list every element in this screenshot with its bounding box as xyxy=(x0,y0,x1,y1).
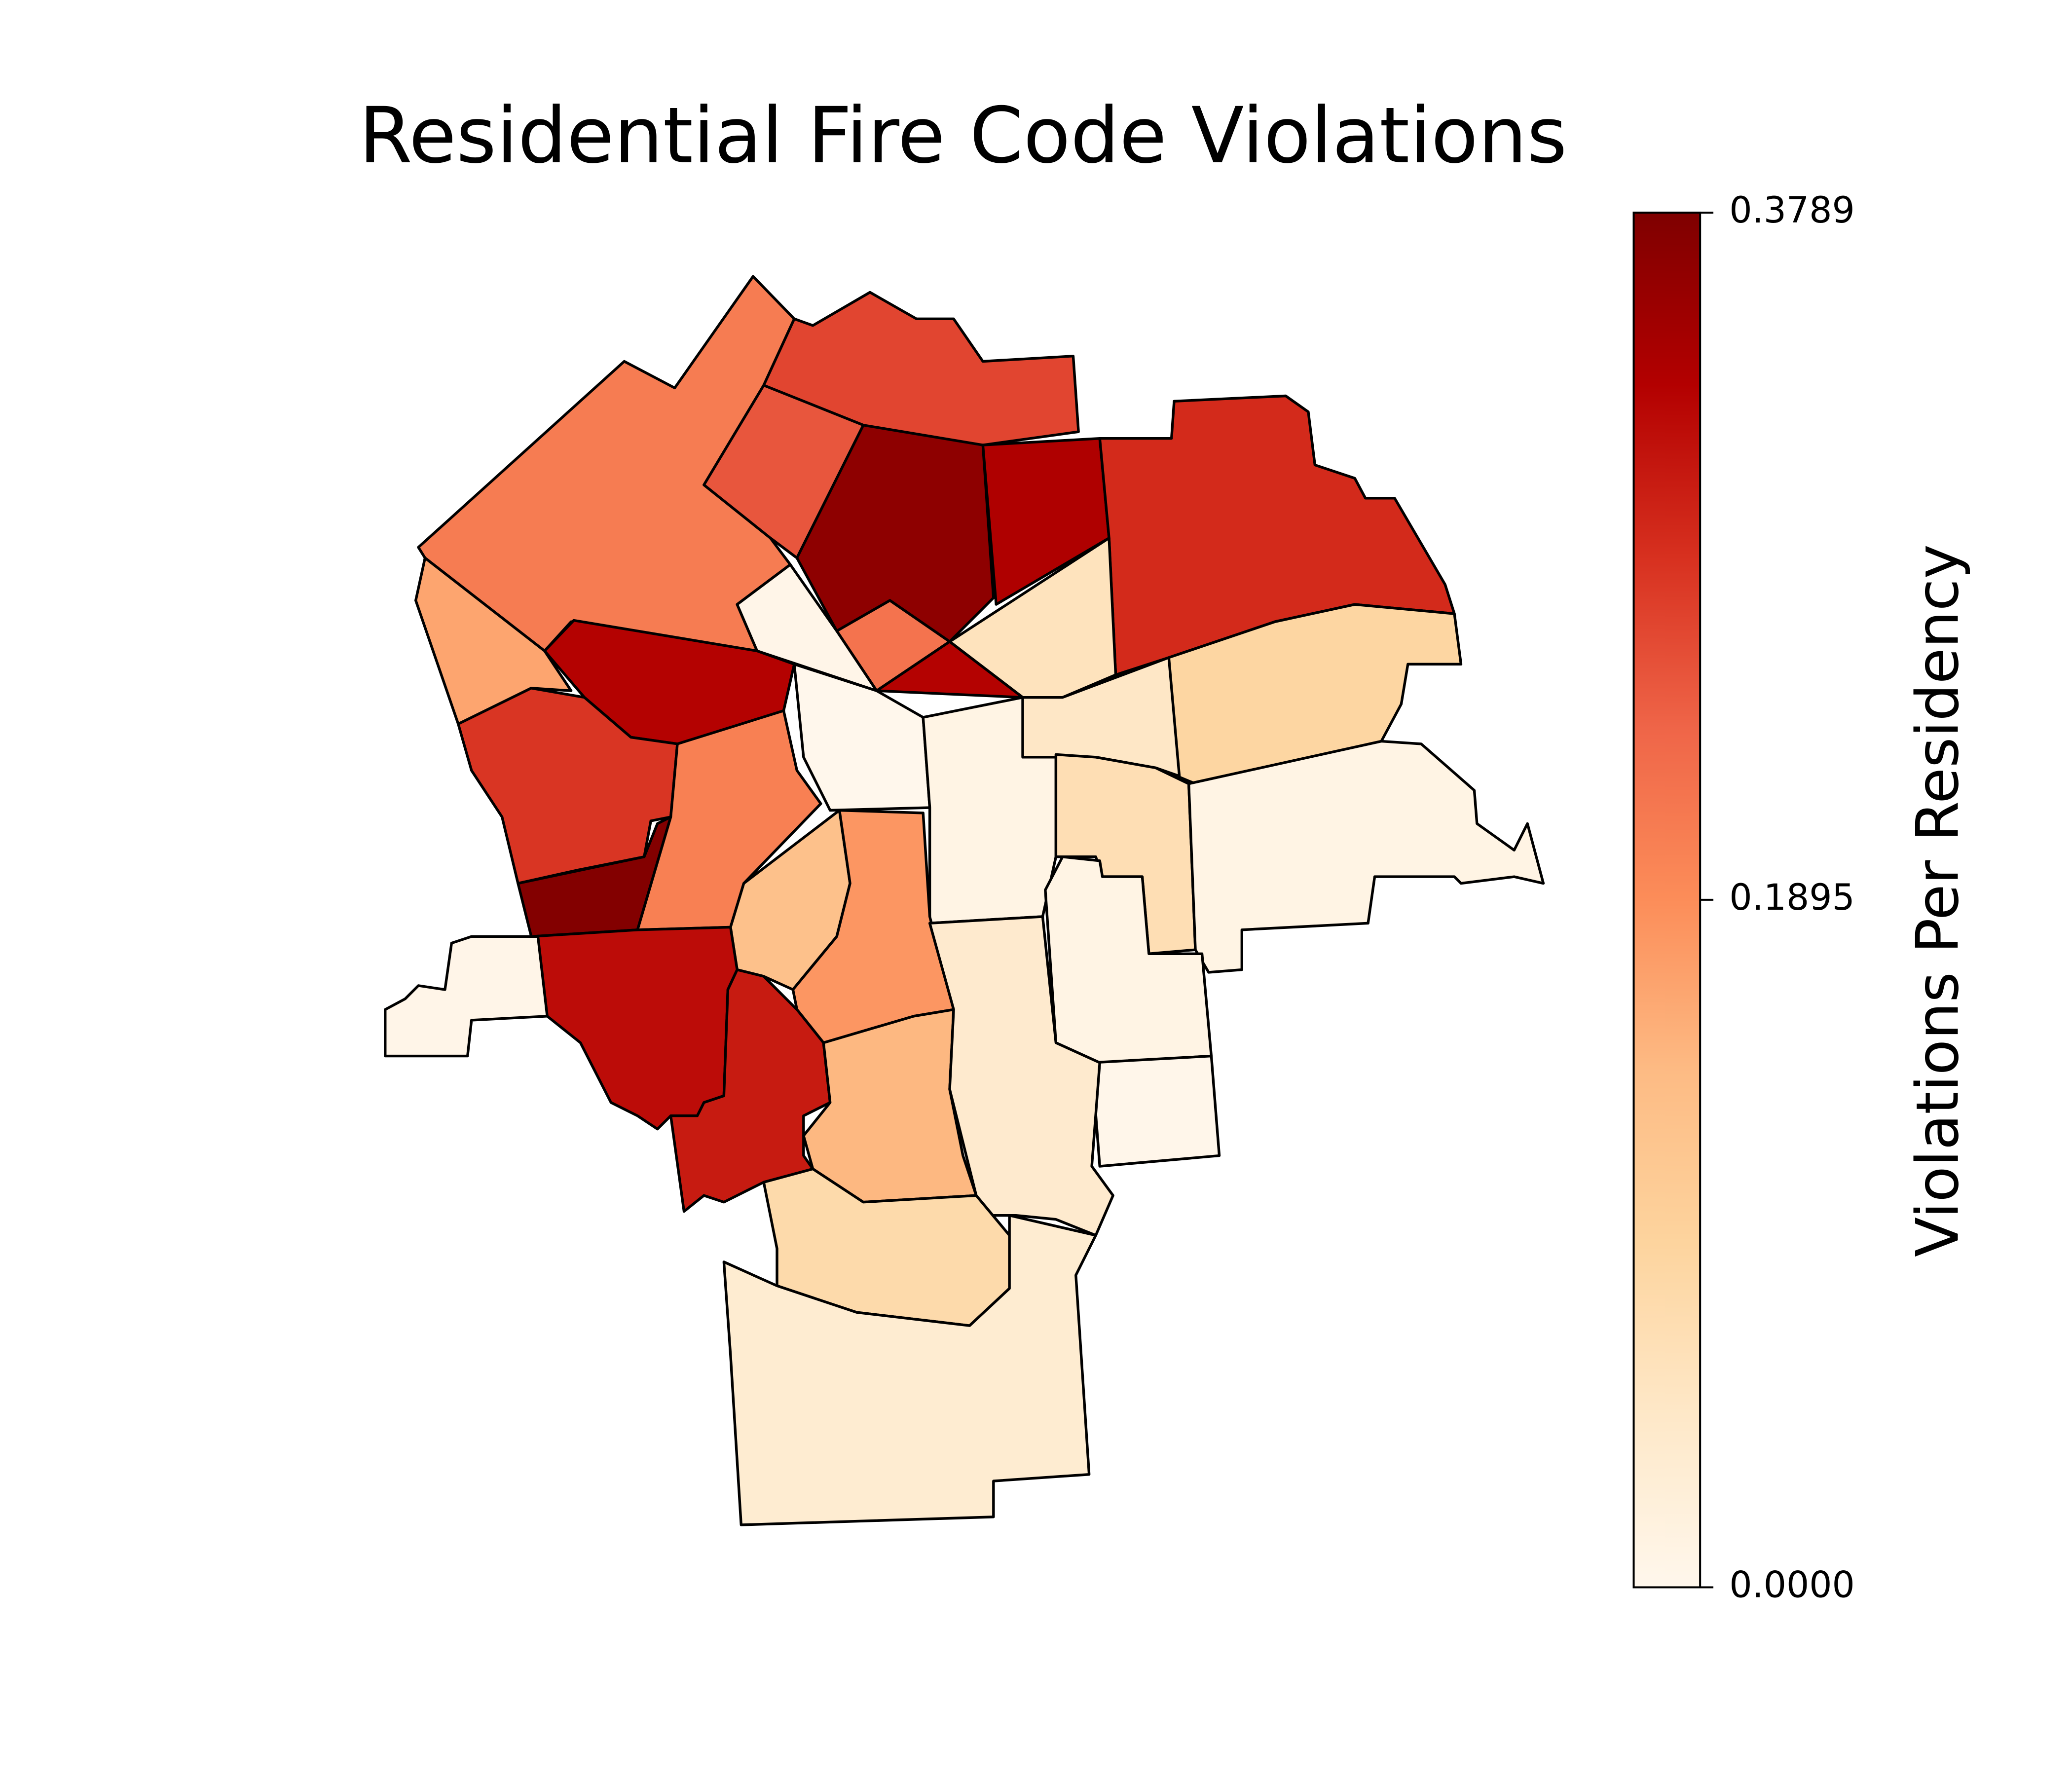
map-title: Residential Fire Code Violations xyxy=(359,91,1567,181)
colorbar-tick-label: 0.0000 xyxy=(1729,1565,1854,1606)
regions xyxy=(384,275,1545,1526)
region xyxy=(1187,740,1545,974)
region xyxy=(928,915,1114,1237)
colorbar-tick-label: 0.1895 xyxy=(1729,877,1854,919)
region xyxy=(722,1214,1097,1526)
colorbar-axis: 0.0000 0.1895 0.3789 xyxy=(1700,190,1855,1606)
region xyxy=(384,935,549,1058)
region xyxy=(703,384,865,559)
colorbar xyxy=(1632,211,1702,1589)
region xyxy=(875,640,1024,699)
region xyxy=(1021,656,1184,778)
region xyxy=(457,687,679,885)
region xyxy=(530,925,739,1131)
colorbar-label: Violations Per Residency xyxy=(1903,544,1971,1257)
colorbar-tick-label: 0.3789 xyxy=(1729,190,1854,231)
region xyxy=(1167,603,1463,785)
region xyxy=(1090,1054,1221,1168)
